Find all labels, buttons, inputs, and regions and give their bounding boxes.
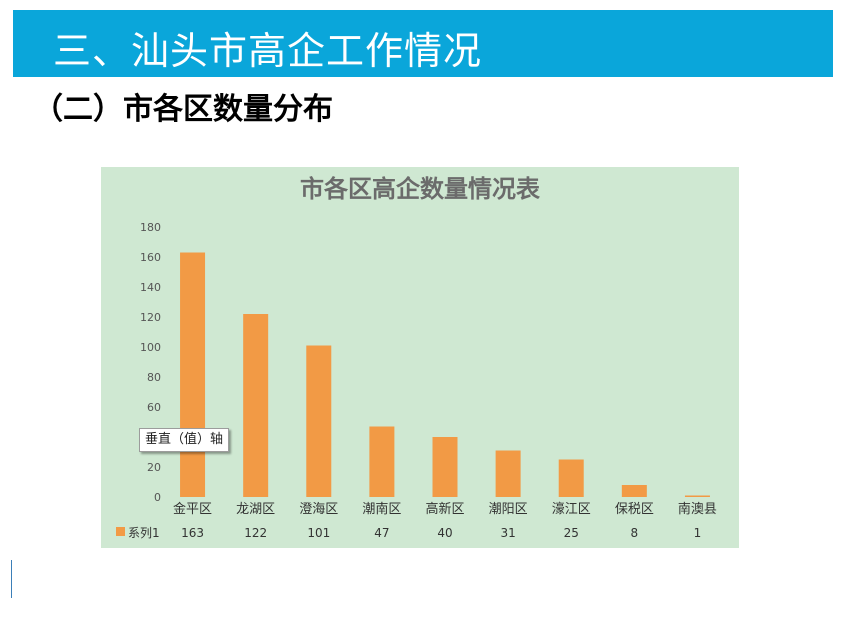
bar[interactable] <box>369 426 395 498</box>
bar[interactable] <box>684 495 710 498</box>
data-table-value: 8 <box>631 526 639 540</box>
y-tick-label: 100 <box>140 341 161 354</box>
y-tick-label: 140 <box>140 281 161 294</box>
axis-tooltip: 垂直（值）轴 <box>139 428 229 452</box>
y-tick-label: 60 <box>147 401 161 414</box>
title-bar: 三、汕头市高企工作情况 <box>13 10 833 77</box>
y-tick-label: 120 <box>140 311 161 324</box>
bar[interactable] <box>306 345 332 498</box>
y-tick-label: 160 <box>140 251 161 264</box>
legend-label: 系列1 <box>128 526 160 540</box>
x-tick-label: 金平区 <box>173 501 212 517</box>
data-table-value: 47 <box>374 526 389 540</box>
data-table-value: 163 <box>181 526 204 540</box>
x-tick-label: 龙湖区 <box>236 502 275 517</box>
x-tick-label: 潮阳区 <box>489 502 528 517</box>
legend-swatch <box>116 527 125 536</box>
y-tick-label: 80 <box>147 371 161 384</box>
bar[interactable] <box>621 485 647 497</box>
section-subtitle: （二）市各区数量分布 <box>33 92 333 127</box>
data-table-value: 1 <box>694 526 702 540</box>
chart-title: 市各区高企数量情况表 <box>300 175 541 203</box>
y-tick-label: 20 <box>147 461 161 474</box>
x-tick-label: 高新区 <box>425 501 464 517</box>
page-title: 三、汕头市高企工作情况 <box>53 29 483 73</box>
y-tick-label: 180 <box>140 221 161 234</box>
data-table-value: 122 <box>244 526 267 540</box>
y-tick-label: 0 <box>154 491 161 504</box>
data-table-value: 31 <box>500 526 515 540</box>
x-tick-label: 澄海区 <box>299 502 338 517</box>
bar[interactable] <box>432 437 458 497</box>
bar-chart: 市各区高企数量情况表 0 20 40 60 80 100 120 140 160 180 金平区 163… <box>116 175 717 540</box>
bar[interactable] <box>495 450 521 498</box>
data-table-value: 101 <box>307 526 330 540</box>
text-cursor <box>11 560 12 598</box>
data-table-value: 25 <box>564 526 579 540</box>
bar[interactable] <box>243 314 269 497</box>
chart-area[interactable]: 市各区高企数量情况表 0 20 40 60 80 100 120 140 160 180 金平区 163… <box>101 167 739 548</box>
x-tick-label: 潮南区 <box>362 501 401 517</box>
data-table-value: 40 <box>437 526 452 540</box>
x-tick-label: 南澳县 <box>678 501 717 517</box>
x-tick-label: 保税区 <box>615 502 654 517</box>
bar[interactable] <box>180 252 206 498</box>
x-tick-label: 濠江区 <box>552 501 591 517</box>
bar[interactable] <box>558 459 584 498</box>
